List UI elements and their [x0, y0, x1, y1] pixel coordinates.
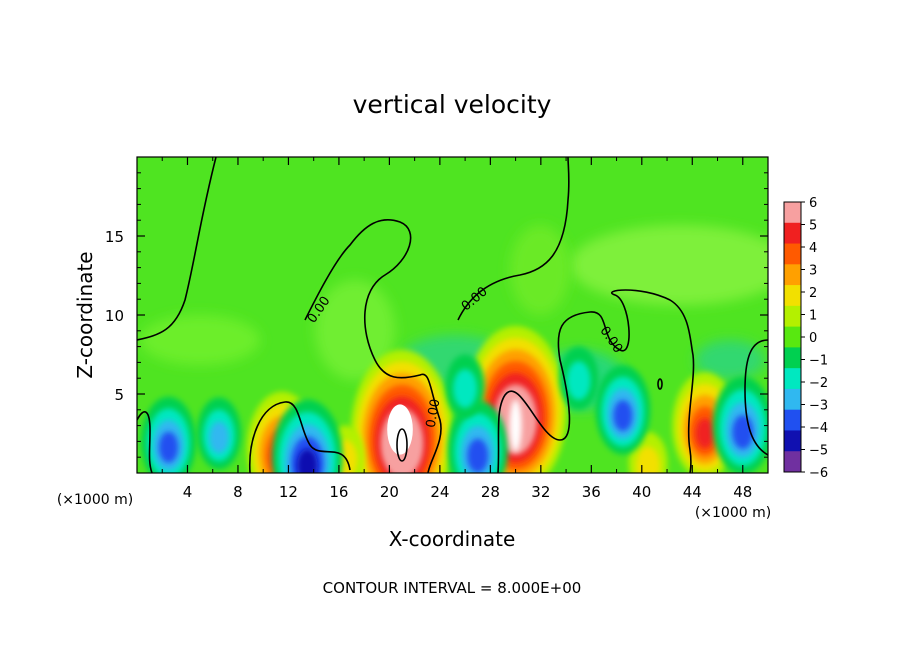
x-tick-label: 16 — [329, 483, 348, 501]
feature-downdraft-12-level-2 — [566, 361, 591, 401]
colorbar-label: 5 — [809, 219, 817, 234]
colorbar-label: 2 — [809, 286, 817, 301]
feature-updraft-5-level-2 — [636, 446, 661, 473]
contour-left-low — [137, 411, 153, 473]
contour-right-tall — [457, 157, 570, 321]
x-unit-right: (×1000 m) — [695, 505, 771, 521]
colorbar-label: 1 — [809, 309, 817, 324]
updraft-30-core — [509, 399, 522, 452]
colorbar-label: 6 — [809, 196, 817, 211]
chart-title: vertical velocity — [353, 90, 552, 119]
features-layer — [141, 326, 768, 473]
colorbar-swatch — [784, 285, 801, 307]
feature-downdraft-9-level-4 — [613, 400, 633, 432]
x-tick-label: 32 — [531, 483, 550, 501]
colorbar-swatch — [784, 368, 801, 390]
y-axis-label: Z-coordinate — [73, 251, 97, 378]
contour-interval-note: CONTOUR INTERVAL = 8.000E+00 — [323, 579, 582, 597]
colorbar-label: −2 — [809, 376, 828, 391]
colorbar-label: 4 — [809, 241, 817, 256]
x-tick-label: 4 — [183, 483, 193, 501]
feature-downdraft-11-level-2 — [453, 369, 478, 408]
field-weak-updraft-upper — [570, 225, 768, 305]
x-tick-label: 20 — [380, 483, 399, 501]
colorbar-swatch — [784, 202, 801, 224]
field-weak-updraft-mid — [315, 280, 395, 380]
colorbar: 6 5 4 3 2 1 0 −1 −2 −3 −4 −5 −6 — [783, 196, 828, 481]
colorbar-swatch — [784, 409, 801, 431]
colorbar-swatch — [784, 451, 801, 473]
x-tick-label: 40 — [632, 483, 651, 501]
x-tick-label: 24 — [430, 483, 449, 501]
colorbar-swatch — [784, 305, 801, 328]
field-weak-downdraft-c — [695, 340, 765, 380]
y-tick-label: 10 — [105, 307, 124, 325]
x-tick-label: 36 — [582, 483, 601, 501]
colorbar-swatch — [784, 243, 801, 265]
feature-downdraft-13-level-3 — [209, 421, 229, 454]
feature-updraft-3-level-5 — [695, 417, 715, 449]
contour-center — [249, 218, 442, 473]
y-axis: 5 10 15 — [105, 172, 768, 458]
colorbar-label: −5 — [809, 444, 828, 459]
colorbar-label: −1 — [809, 354, 828, 369]
contour-right-mid — [497, 289, 695, 473]
colorbar-label: −3 — [809, 399, 828, 414]
y-tick-label: 5 — [114, 386, 124, 404]
x-tick-label: 44 — [683, 483, 702, 501]
colorbar-swatch — [784, 264, 801, 286]
colorbar-swatch — [784, 430, 801, 452]
colorbar-label: 0 — [809, 331, 817, 346]
colorbar-label: 3 — [809, 264, 817, 279]
contour-right-edge — [744, 339, 768, 456]
feature-downdraft-7-level-5 — [297, 448, 318, 473]
contour-white-core — [396, 428, 408, 462]
colorbar-swatch — [784, 326, 801, 348]
x-tick-label: 28 — [481, 483, 500, 501]
zero-contours — [137, 157, 768, 473]
x-tick-label: 12 — [279, 483, 298, 501]
x-unit-left: (×1000 m) — [57, 492, 133, 508]
contour-small-loop — [657, 378, 663, 390]
field-weak-updraft-c — [510, 225, 570, 315]
field-weak-updraft-lowleft — [140, 315, 260, 365]
feature-downdraft-6-level-4 — [159, 431, 179, 463]
plot-area: 0.00 0.00 0.00 0.00 — [137, 157, 768, 473]
colorbar-swatch — [784, 388, 801, 411]
x-tick-label: 8 — [233, 483, 243, 501]
x-axis: 4 8 12 16 20 24 28 32 36 40 44 48 — [161, 157, 752, 501]
contour-label-2: 0.00 — [424, 398, 444, 429]
y-tick-label: 15 — [105, 228, 124, 246]
colorbar-label: −6 — [809, 466, 828, 481]
x-tick-label: 48 — [733, 483, 752, 501]
colorbar-label: −4 — [809, 421, 828, 436]
colorbar-swatch — [784, 222, 801, 245]
contour-left — [137, 157, 217, 341]
x-axis-label: X-coordinate — [389, 527, 516, 551]
feature-downdraft-8-level-4 — [467, 438, 489, 473]
colorbar-swatch — [784, 347, 801, 369]
